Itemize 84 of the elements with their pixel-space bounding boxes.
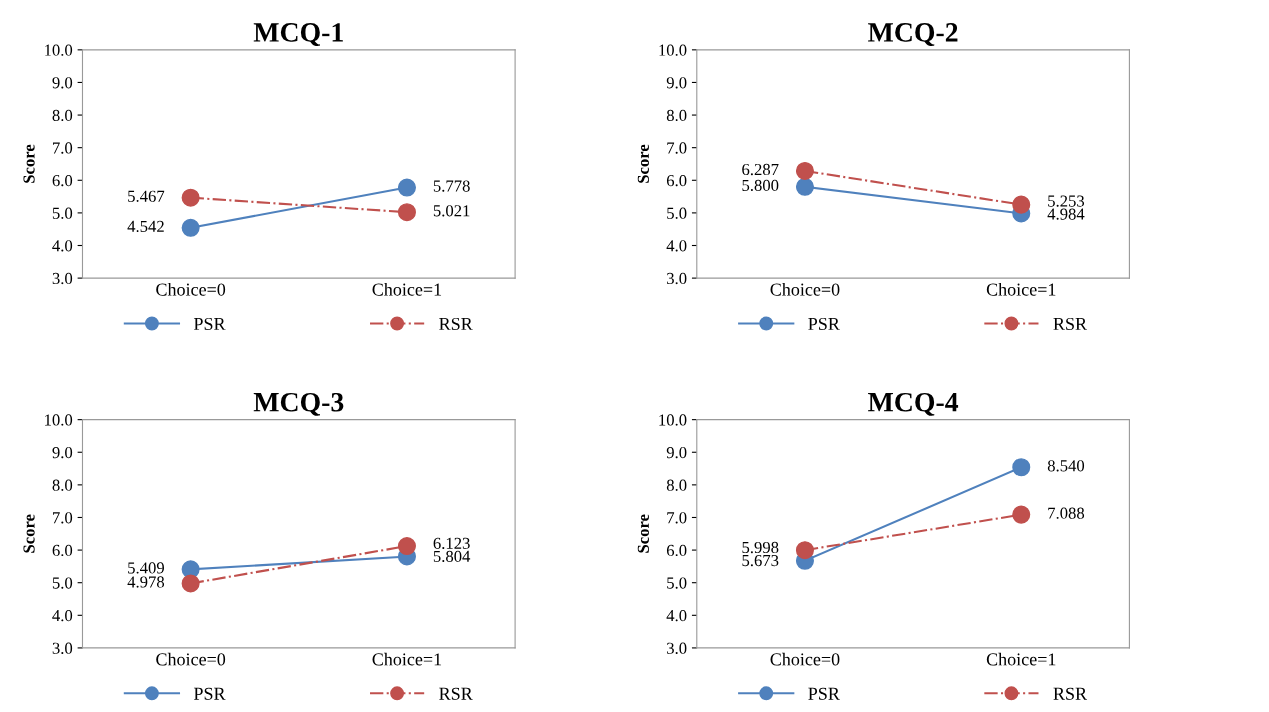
point bbox=[181, 188, 200, 207]
y-tick-label: 3.0 bbox=[667, 272, 687, 285]
legend-label: PSR bbox=[808, 317, 840, 331]
point bbox=[1012, 195, 1031, 214]
point bbox=[795, 177, 814, 196]
data-label: 8.540 bbox=[1047, 460, 1085, 472]
data-label: 5.467 bbox=[128, 190, 165, 202]
chart-title: MCQ-4 bbox=[868, 392, 959, 416]
y-tick-label: 7.0 bbox=[667, 512, 687, 524]
x-tick-label: Choice=0 bbox=[770, 652, 840, 666]
y-axis-title: Score bbox=[637, 514, 649, 553]
y-tick-label: 9.0 bbox=[666, 77, 687, 89]
y-axis-title: Score bbox=[23, 514, 35, 553]
point bbox=[181, 218, 200, 237]
data-label: 6.123 bbox=[433, 537, 470, 549]
x-tick-label: Choice=1 bbox=[372, 282, 442, 296]
legend-label: PSR bbox=[193, 317, 226, 331]
point bbox=[181, 574, 200, 593]
y-tick-label: 8.0 bbox=[52, 109, 73, 122]
x-tick-label: Choice=1 bbox=[372, 652, 442, 666]
data-label: 5.804 bbox=[433, 550, 471, 563]
y-tick-label: 8.0 bbox=[666, 479, 687, 491]
data-label: 4.984 bbox=[1047, 208, 1085, 220]
data-label: 5.800 bbox=[742, 179, 779, 192]
y-tick-label: 7.0 bbox=[53, 512, 73, 524]
data-label: 5.778 bbox=[433, 180, 470, 192]
y-tick-label: 7.0 bbox=[667, 142, 687, 154]
legend-label: RSR bbox=[439, 687, 473, 700]
y-tick-label: 10.0 bbox=[659, 414, 687, 426]
y-tick-label: 10.0 bbox=[659, 44, 687, 56]
point bbox=[1012, 505, 1031, 524]
y-tick-label: 6.0 bbox=[52, 174, 73, 187]
y-tick-label: 4.0 bbox=[666, 610, 687, 622]
x-tick-label: Choice=1 bbox=[986, 282, 1056, 296]
point bbox=[795, 541, 814, 560]
point bbox=[397, 178, 416, 197]
y-axis-title: Score bbox=[23, 144, 35, 183]
y-tick-label: 7.0 bbox=[53, 142, 73, 154]
y-tick-label: 9.0 bbox=[52, 446, 73, 459]
y-tick-label: 8.0 bbox=[666, 109, 687, 122]
chart-title: MCQ-3 bbox=[253, 392, 344, 416]
x-tick-label: Choice=0 bbox=[156, 652, 226, 666]
legend-label: PSR bbox=[808, 687, 840, 700]
data-label: 5.998 bbox=[742, 541, 779, 554]
y-tick-label: 9.0 bbox=[52, 77, 73, 89]
x-tick-label: Choice=1 bbox=[986, 652, 1056, 666]
x-tick-label: Choice=0 bbox=[770, 282, 840, 296]
y-axis-title: Score bbox=[637, 144, 649, 183]
data-label: 6.287 bbox=[742, 163, 779, 176]
y-tick-label: 10.0 bbox=[45, 414, 73, 426]
point bbox=[795, 161, 814, 180]
y-tick-label: 9.0 bbox=[666, 446, 687, 459]
data-label: 5.673 bbox=[742, 554, 779, 567]
data-label: 4.542 bbox=[127, 220, 164, 233]
y-tick-label: 5.0 bbox=[52, 577, 73, 589]
data-label: 5.409 bbox=[128, 562, 164, 574]
data-label: 5.253 bbox=[1048, 195, 1085, 207]
point bbox=[1012, 458, 1031, 477]
y-tick-label: 5.0 bbox=[667, 207, 687, 219]
data-label: 7.088 bbox=[1048, 507, 1085, 519]
y-tick-label: 6.0 bbox=[52, 544, 73, 557]
data-label: 5.021 bbox=[433, 205, 470, 217]
chart-title: MCQ-1 bbox=[253, 23, 343, 47]
x-tick-label: Choice=0 bbox=[156, 282, 226, 296]
legend-label: RSR bbox=[1053, 687, 1088, 700]
legend-label: PSR bbox=[193, 687, 226, 700]
y-tick-label: 3.0 bbox=[667, 642, 687, 654]
point bbox=[397, 537, 416, 556]
y-tick-label: 6.0 bbox=[666, 544, 687, 557]
data-label: 4.978 bbox=[127, 576, 165, 588]
y-tick-label: 3.0 bbox=[52, 272, 73, 285]
legend-label: RSR bbox=[1053, 317, 1088, 331]
y-tick-label: 5.0 bbox=[52, 207, 73, 219]
y-tick-label: 4.0 bbox=[52, 240, 73, 252]
y-tick-label: 3.0 bbox=[52, 642, 73, 654]
y-tick-label: 4.0 bbox=[52, 610, 73, 622]
chart-title: MCQ-2 bbox=[868, 23, 958, 47]
legend-label: RSR bbox=[439, 317, 473, 331]
y-tick-label: 4.0 bbox=[666, 240, 687, 252]
point bbox=[397, 203, 416, 222]
y-tick-label: 10.0 bbox=[45, 44, 73, 56]
y-tick-label: 6.0 bbox=[666, 174, 687, 187]
y-tick-label: 8.0 bbox=[52, 479, 73, 491]
y-tick-label: 5.0 bbox=[667, 577, 687, 589]
